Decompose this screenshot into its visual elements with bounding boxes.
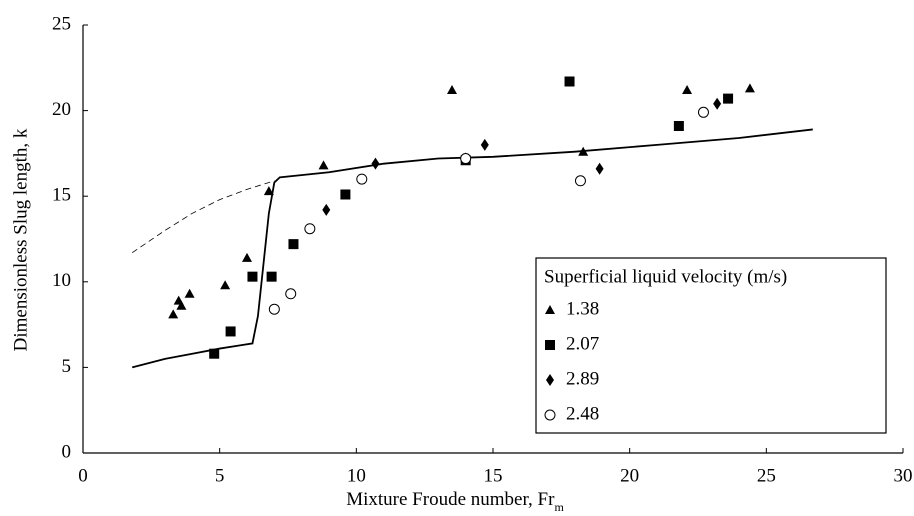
x-axis-label: Mixture Froude number, Frm (346, 489, 564, 513)
marker-triangle (682, 85, 693, 95)
x-tick-label: 30 (894, 465, 913, 486)
marker-diamond (713, 97, 722, 110)
marker-triangle (263, 186, 274, 196)
marker-square (266, 271, 277, 282)
marker-triangle (447, 85, 457, 95)
marker-diamond (595, 162, 604, 175)
y-tick-label: 0 (62, 441, 72, 462)
x-tick-label: 0 (78, 465, 88, 486)
marker-circle (304, 223, 316, 235)
legend-box (535, 257, 887, 434)
marker-circle (574, 175, 586, 187)
y-tick-label: 20 (52, 99, 71, 120)
marker-triangle (578, 146, 589, 156)
curve (131, 180, 275, 254)
marker-square (564, 76, 575, 87)
y-tick-label: 25 (52, 13, 71, 34)
x-tick-label: 20 (620, 465, 639, 486)
marker-square (723, 93, 734, 104)
marker-triangle (318, 160, 329, 170)
marker-triangle (220, 280, 231, 290)
legend-label: 2.48 (566, 403, 599, 424)
legend-label: 1.38 (566, 298, 599, 319)
marker-circle (268, 303, 280, 315)
marker-circle (460, 153, 472, 165)
marker-square (209, 348, 220, 359)
marker-diamond (322, 203, 331, 216)
marker-diamond (371, 157, 380, 170)
marker-triangle (168, 309, 179, 319)
marker-square (247, 271, 258, 282)
marker-triangle (176, 300, 187, 310)
marker-diamond (480, 138, 489, 151)
marker-circle (697, 106, 709, 118)
marker-triangle (744, 83, 755, 93)
x-tick-label: 15 (484, 465, 503, 486)
x-tick-label: 5 (215, 465, 225, 486)
marker-triangle (184, 288, 195, 298)
marker-triangle (242, 252, 252, 262)
curve (131, 128, 813, 369)
marker-circle (285, 288, 297, 300)
legend: Superficial liquid velocity (m/s) 1.38 2.0… (535, 257, 887, 434)
y-tick-label: 15 (52, 185, 71, 206)
x-tick-label: 25 (757, 465, 776, 486)
marker-square (340, 189, 351, 200)
y-tick-label: 10 (52, 270, 71, 291)
marker-square (225, 326, 236, 337)
marker-square (545, 340, 555, 350)
marker-square (673, 121, 684, 132)
marker-square (288, 239, 299, 250)
legend-label: 2.07 (566, 333, 599, 354)
marker-triangle (545, 305, 555, 314)
marker-diamond (546, 374, 554, 386)
x-tick-label: 10 (347, 465, 366, 486)
legend-title: Superficial liquid velocity (m/s) (544, 266, 787, 287)
y-tick-label: 5 (62, 356, 72, 377)
y-axis-label: Dimensionless Slug length, k (10, 128, 31, 351)
legend-label: 2.89 (566, 368, 599, 389)
marker-circle (544, 409, 556, 421)
marker-circle (356, 173, 368, 185)
